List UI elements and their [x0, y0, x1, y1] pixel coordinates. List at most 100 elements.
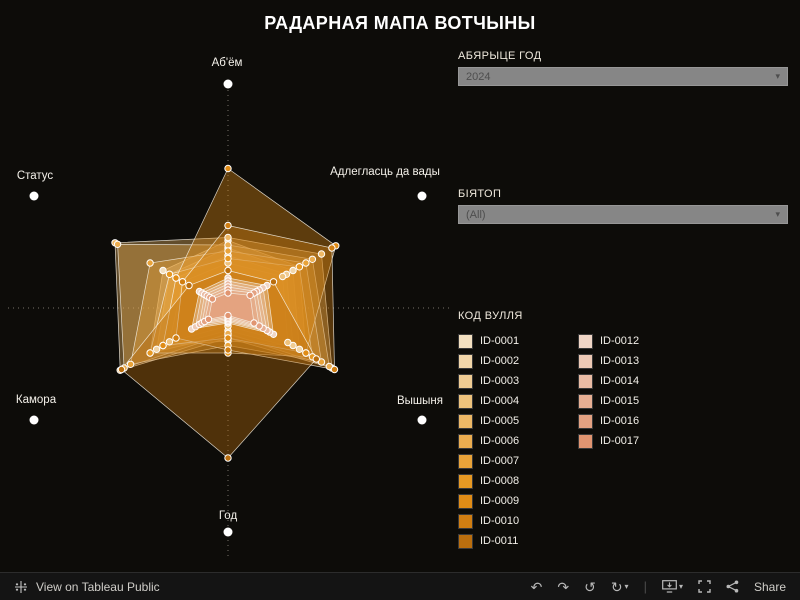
radar-marker[interactable] — [178, 278, 187, 286]
undo-icon[interactable]: ↶ — [530, 578, 543, 595]
year-filter-label: АБЯРЫЦЕ ГОД — [458, 50, 542, 62]
axis-label-height: Вышыня — [396, 395, 444, 407]
radar-marker[interactable] — [308, 255, 317, 263]
radar-marker[interactable] — [224, 254, 232, 263]
legend-items: ID-0001 ID-0002 ID-0003 ID-0004 ID-0005 ID-00… — [458, 331, 690, 551]
hive-code-legend: КОД ВУЛЛЯ ID-0001 ID-0002 ID-0003 ID-0004 ID… — [458, 310, 690, 551]
radar-marker[interactable] — [165, 270, 174, 278]
radar-marker[interactable] — [224, 164, 232, 173]
radar-marker[interactable] — [269, 278, 278, 286]
refresh-icon[interactable]: ↻ ▾ — [610, 578, 629, 595]
legend-item[interactable]: ID-0017 — [578, 431, 690, 451]
legend-label: ID-0002 — [480, 355, 520, 367]
legend-item[interactable]: ID-0014 — [578, 371, 690, 391]
legend-item[interactable]: ID-0008 — [458, 471, 570, 491]
legend-label: ID-0009 — [480, 495, 520, 507]
legend-item[interactable]: ID-0007 — [458, 451, 570, 471]
legend-item[interactable]: ID-0015 — [578, 391, 690, 411]
radar-marker[interactable] — [224, 233, 232, 242]
radar-marker[interactable] — [159, 341, 167, 350]
legend-item[interactable]: ID-0005 — [458, 411, 570, 431]
legend-item[interactable]: ID-0011 — [458, 531, 570, 551]
radar-marker[interactable] — [224, 454, 232, 462]
radar-marker[interactable] — [302, 259, 310, 267]
share-button[interactable]: Share — [753, 579, 786, 594]
year-dropdown[interactable]: 2024 ▾ — [458, 67, 788, 86]
radar-marker[interactable] — [224, 346, 232, 354]
radar-marker[interactable] — [165, 338, 174, 346]
legend-label: ID-0011 — [480, 535, 519, 547]
legend-item[interactable]: ID-0009 — [458, 491, 570, 511]
radar-marker[interactable] — [113, 240, 122, 249]
radar-marker[interactable] — [317, 250, 326, 258]
legend-label: ID-0006 — [480, 435, 520, 447]
legend-item[interactable]: ID-0006 — [458, 431, 570, 451]
radar-marker[interactable] — [224, 241, 232, 249]
radar-marker[interactable] — [224, 311, 232, 320]
radar-marker[interactable] — [278, 272, 287, 281]
radar-marker[interactable] — [330, 365, 339, 374]
toolbar-right: ↶ ↷ ↺ ↻ ▾ | ▾ — [531, 579, 786, 594]
radar-marker[interactable] — [146, 349, 154, 357]
radar-marker[interactable] — [224, 247, 232, 255]
toolbar-left[interactable]: View on Tableau Public — [14, 580, 160, 594]
radar-marker[interactable] — [250, 319, 258, 327]
legend-swatch — [458, 373, 473, 389]
legend-item[interactable]: ID-0010 — [458, 511, 570, 531]
radar-marker[interactable] — [152, 345, 161, 353]
legend-item[interactable]: ID-0001 — [458, 331, 570, 351]
legend-item[interactable]: ID-0012 — [578, 331, 690, 351]
radar-marker[interactable] — [328, 244, 336, 252]
legend-label: ID-0013 — [600, 355, 640, 367]
legend-item[interactable]: ID-0002 — [458, 351, 570, 371]
radar-marker[interactable] — [224, 266, 232, 275]
radar-marker[interactable] — [126, 360, 135, 368]
radar-marker[interactable] — [284, 338, 292, 347]
axis-dot — [417, 415, 427, 425]
radar-marker[interactable] — [172, 334, 180, 342]
legend-item[interactable]: ID-0003 — [458, 371, 570, 391]
share-icon[interactable] — [726, 580, 739, 593]
view-on-tableau-link[interactable]: View on Tableau Public — [36, 579, 160, 594]
redo-icon[interactable]: ↷ — [557, 578, 570, 595]
page-title: РАДАРНАЯ МАПА ВОТЧЫНЫ — [264, 13, 536, 33]
fullscreen-icon[interactable] — [698, 580, 711, 593]
axis-dot — [29, 191, 39, 201]
radar-marker[interactable] — [312, 355, 320, 363]
axis-dot — [417, 191, 427, 201]
radar-marker[interactable] — [204, 315, 213, 323]
legend-swatch — [458, 513, 473, 529]
radar-marker[interactable] — [185, 281, 193, 290]
radar-marker[interactable] — [246, 291, 254, 299]
radar-marker[interactable] — [302, 349, 310, 357]
axis-label-water-distance: Адлегласць да вады — [330, 166, 440, 178]
legend-item[interactable]: ID-0016 — [578, 411, 690, 431]
radar-marker[interactable] — [208, 295, 217, 303]
radar-marker[interactable] — [224, 221, 232, 230]
legend-swatch — [458, 433, 473, 449]
legend-label: ID-0010 — [480, 515, 520, 527]
radar-marker[interactable] — [146, 259, 154, 267]
legend-item[interactable]: ID-0004 — [458, 391, 570, 411]
legend-swatch — [578, 373, 593, 389]
radar-marker[interactable] — [295, 263, 304, 271]
radar-marker[interactable] — [224, 334, 232, 342]
axis-dot — [223, 79, 233, 89]
radar-marker[interactable] — [224, 289, 232, 297]
legend-label: ID-0008 — [480, 475, 520, 487]
radar-marker[interactable] — [172, 274, 180, 282]
radar-marker[interactable] — [117, 365, 126, 374]
radar-marker[interactable] — [159, 266, 167, 275]
legend-swatch — [458, 333, 473, 349]
biotope-dropdown[interactable]: (All) ▾ — [458, 205, 788, 224]
radar-chart[interactable] — [0, 0, 460, 572]
download-icon[interactable]: ▾ — [662, 580, 683, 593]
legend-item[interactable]: ID-0013 — [578, 351, 690, 371]
legend-swatch — [578, 353, 593, 369]
legend-swatch — [458, 413, 473, 429]
radar-marker[interactable] — [289, 266, 297, 275]
radar-marker[interactable] — [295, 345, 304, 353]
reset-icon[interactable]: ↺ — [584, 578, 596, 595]
legend-swatch — [458, 473, 473, 489]
year-filter: АБЯРЫЦЕ ГОД 2024 ▾ — [458, 50, 788, 86]
